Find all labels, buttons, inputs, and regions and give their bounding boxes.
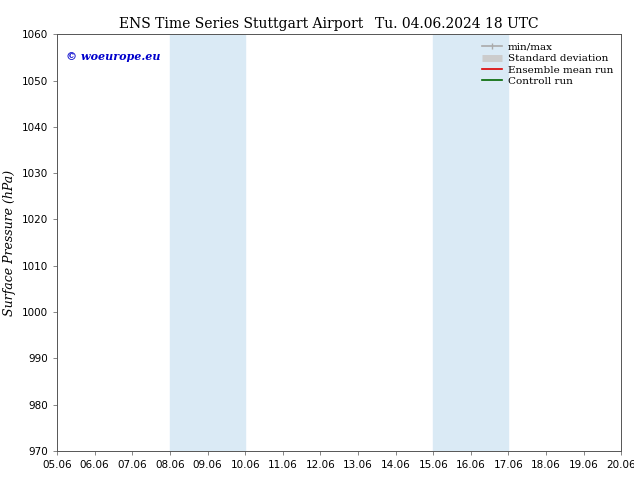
Text: ENS Time Series Stuttgart Airport: ENS Time Series Stuttgart Airport xyxy=(119,17,363,31)
Text: Tu. 04.06.2024 18 UTC: Tu. 04.06.2024 18 UTC xyxy=(375,17,538,31)
Legend: min/max, Standard deviation, Ensemble mean run, Controll run: min/max, Standard deviation, Ensemble me… xyxy=(479,40,616,89)
Bar xyxy=(170,34,245,451)
Bar xyxy=(433,34,508,451)
Text: © woeurope.eu: © woeurope.eu xyxy=(65,51,160,62)
Y-axis label: Surface Pressure (hPa): Surface Pressure (hPa) xyxy=(3,170,16,316)
